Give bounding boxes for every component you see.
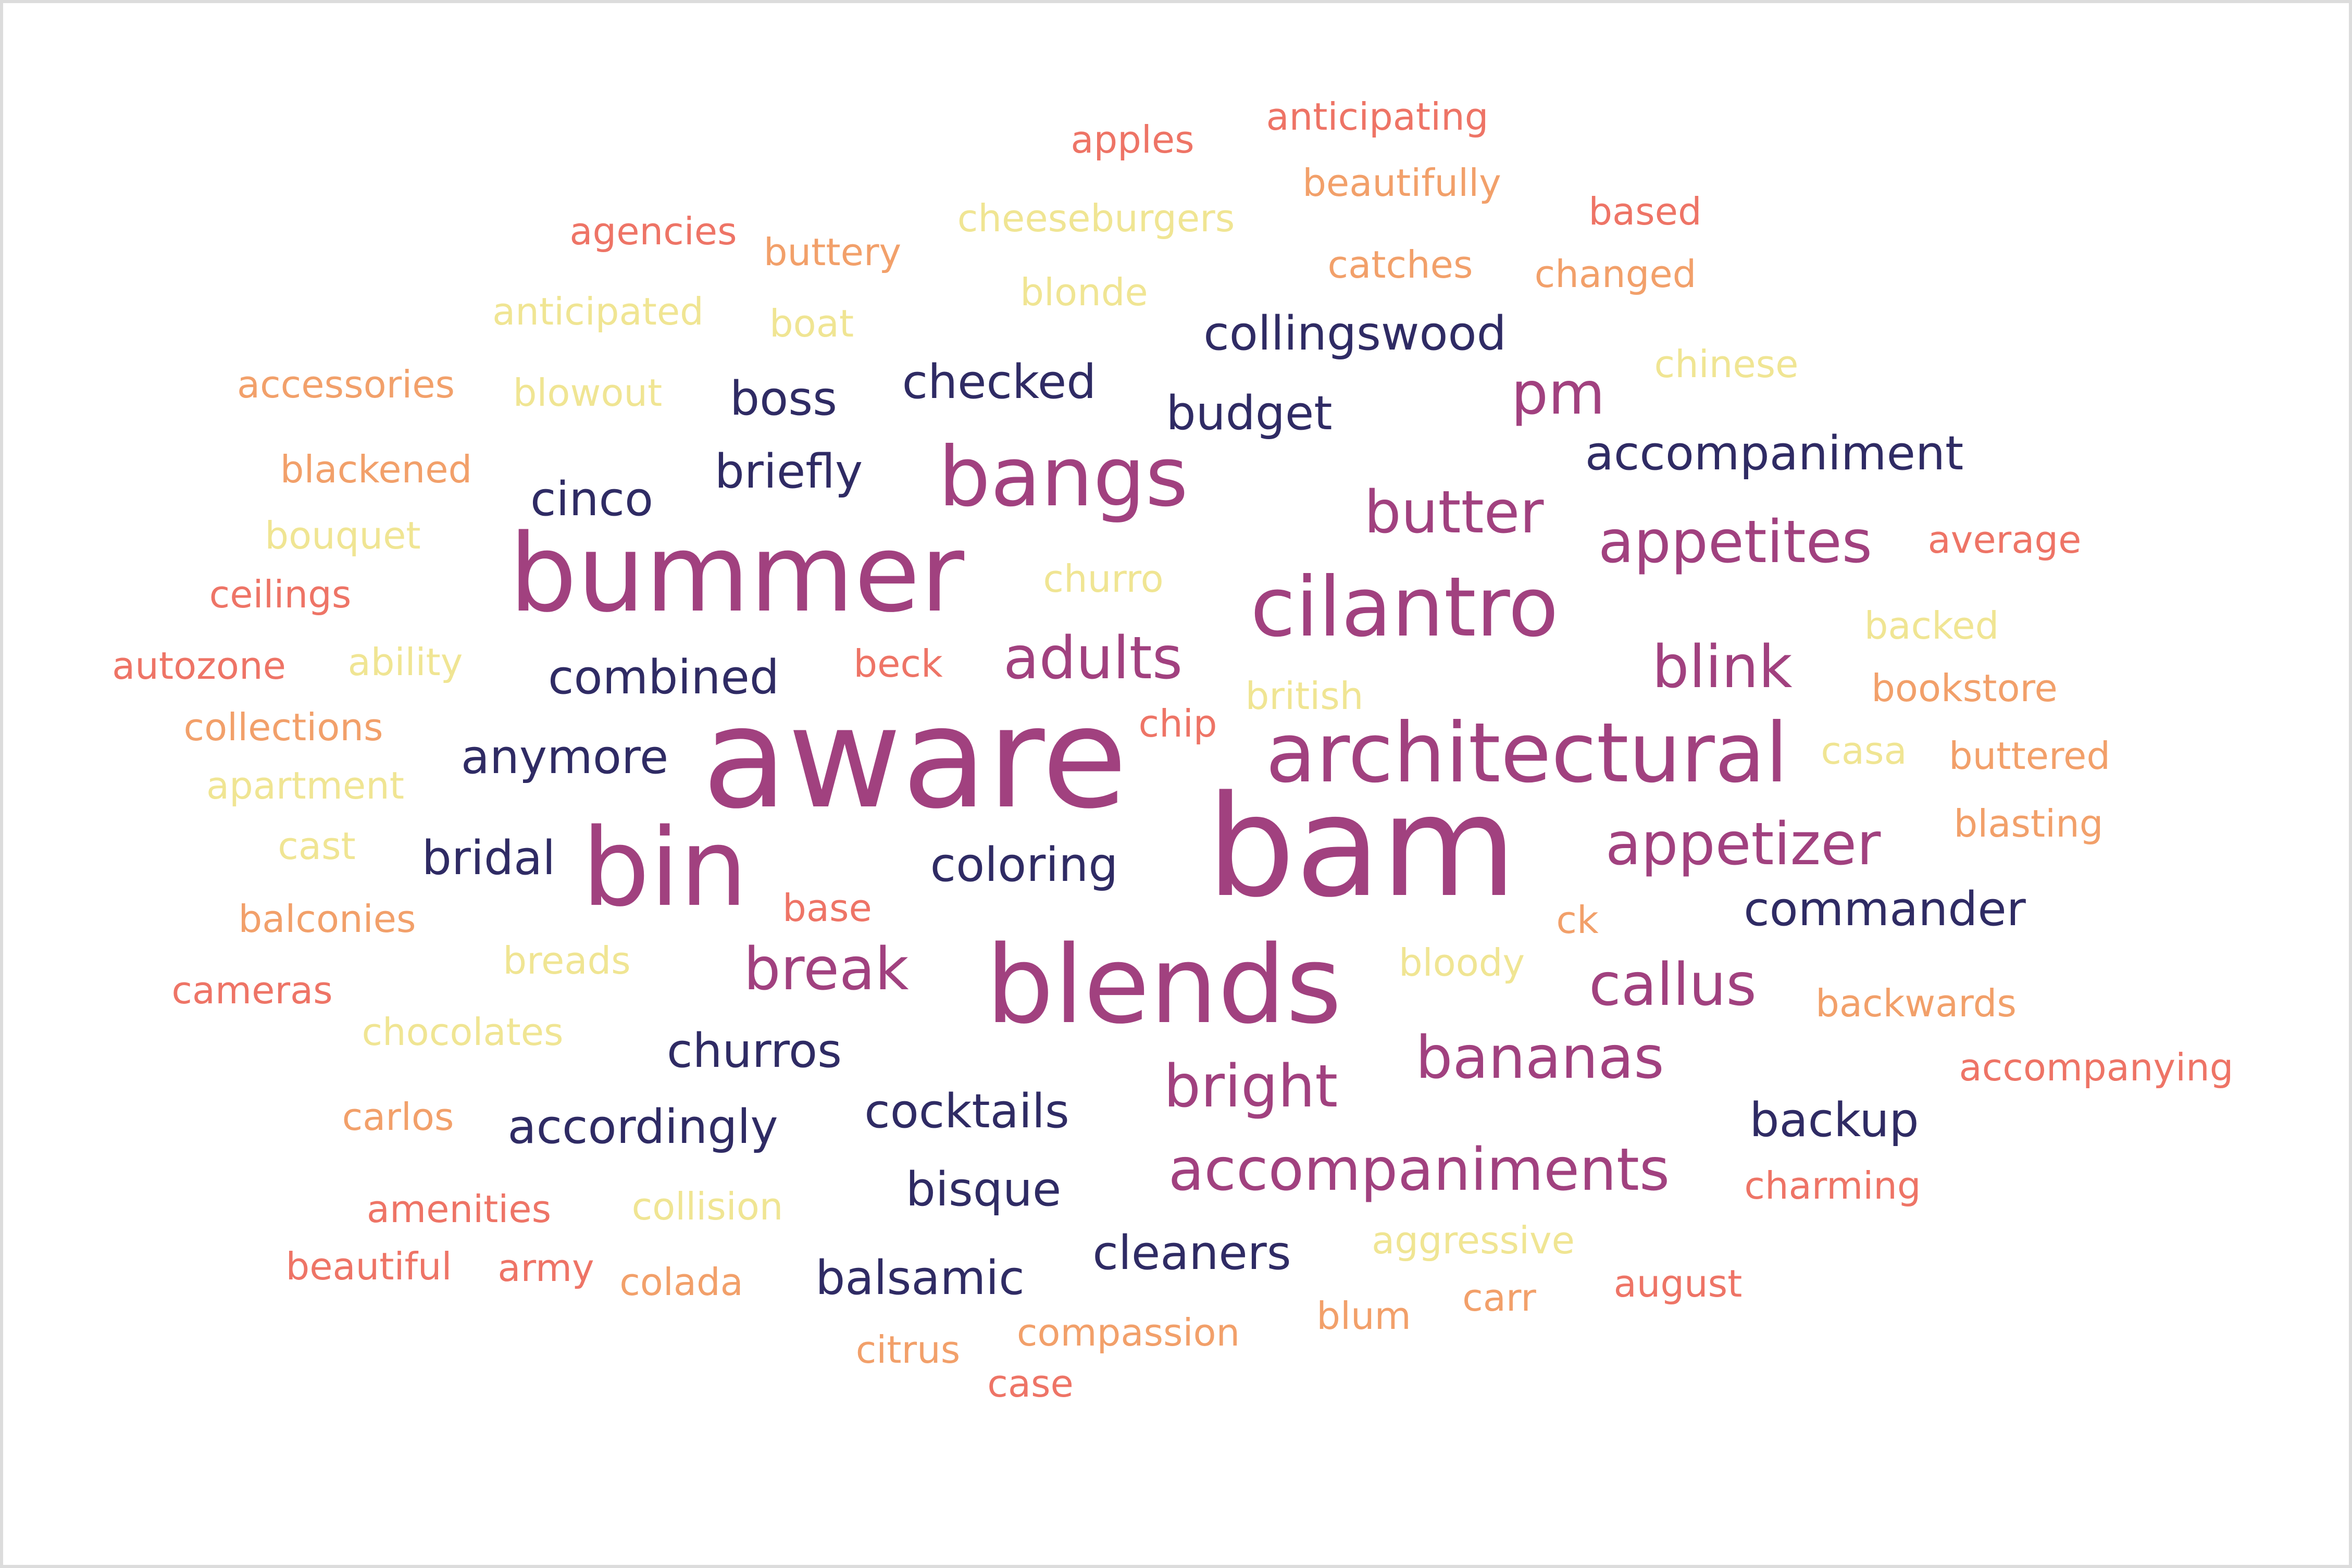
word-bright: bright (1163, 1053, 1338, 1121)
word-bin: bin (581, 805, 748, 930)
word-accordingly: accordingly (507, 1100, 778, 1154)
word-cast: cast (278, 824, 356, 868)
word-cilantro: cilantro (1250, 559, 1559, 655)
word-aware: aware (702, 677, 1128, 840)
word-blends: blends (986, 923, 1342, 1048)
word-backup: backup (1749, 1093, 1919, 1148)
word-briefly: briefly (714, 444, 863, 499)
word-accompanying: accompanying (1959, 1046, 2234, 1089)
word-cocktails: cocktails (864, 1084, 1069, 1139)
word-bridal: bridal (421, 831, 556, 886)
word-bangs: bangs (938, 429, 1188, 525)
word-balconies: balconies (238, 897, 416, 941)
word-appetizer: appetizer (1605, 811, 1881, 878)
word-anticipating: anticipating (1266, 95, 1489, 139)
word-changed: changed (1534, 252, 1697, 296)
word-commander: commander (1744, 882, 2026, 937)
word-blackened: blackened (280, 447, 472, 491)
word-chocolates: chocolates (362, 1010, 564, 1054)
word-citrus: citrus (855, 1328, 961, 1372)
word-august: august (1613, 1262, 1743, 1305)
word-case: case (987, 1362, 1074, 1405)
word-beck: beck (853, 642, 943, 686)
word-chinese: chinese (1654, 342, 1799, 386)
word-backwards: backwards (1815, 981, 2017, 1025)
word-blink: blink (1652, 633, 1793, 701)
word-ability: ability (347, 640, 463, 684)
word-ck: ck (1556, 898, 1599, 942)
word-balsamic: balsamic (815, 1251, 1025, 1305)
word-beautifully: beautifully (1302, 161, 1501, 205)
word-anymore: anymore (461, 730, 669, 785)
word-colada: colada (619, 1260, 743, 1304)
word-callus: callus (1589, 951, 1757, 1019)
word-combined: combined (548, 650, 779, 705)
word-bummer: bummer (508, 511, 965, 636)
word-accompaniment: accompaniment (1585, 426, 1964, 481)
word-buttered: buttered (1948, 734, 2111, 778)
word-amenities: amenities (366, 1187, 552, 1231)
word-based: based (1588, 190, 1702, 233)
word-boss: boss (730, 371, 837, 426)
word-blonde: blonde (1020, 270, 1148, 314)
word-british: british (1245, 674, 1364, 718)
word-apartment: apartment (206, 764, 405, 807)
word-collision: collision (631, 1185, 783, 1228)
word-adults: adults (1003, 625, 1183, 692)
word-beautiful: beautiful (285, 1245, 452, 1288)
word-charming: charming (1744, 1164, 1921, 1208)
word-backed: backed (1864, 604, 1999, 648)
word-base: base (782, 886, 872, 930)
word-cinco: cinco (530, 472, 654, 527)
word-bam: bam (1206, 766, 1517, 928)
word-catches: catches (1327, 243, 1473, 287)
word-chip: chip (1138, 702, 1217, 745)
word-churro: churro (1043, 557, 1164, 601)
word-appetites: appetites (1598, 508, 1872, 576)
word-coloring: coloring (930, 838, 1118, 892)
word-bananas: bananas (1415, 1024, 1664, 1092)
word-buttery: buttery (763, 230, 902, 274)
word-bisque: bisque (905, 1162, 1062, 1217)
word-bouquet: bouquet (265, 514, 421, 557)
word-cheeseburgers: cheeseburgers (957, 196, 1235, 240)
word-checked: checked (902, 355, 1097, 409)
word-cameras: cameras (171, 968, 333, 1012)
word-blum: blum (1316, 1294, 1411, 1338)
word-ceilings: ceilings (209, 573, 352, 616)
word-butter: butter (1364, 479, 1544, 546)
word-blowout: blowout (513, 371, 663, 415)
word-agencies: agencies (569, 209, 737, 253)
word-churros: churros (667, 1024, 842, 1078)
word-collections: collections (183, 705, 383, 749)
word-bookstore: bookstore (1871, 666, 2058, 710)
word-architectural: architectural (1265, 705, 1788, 801)
word-army: army (497, 1246, 594, 1290)
word-collingswood: collingswood (1203, 306, 1507, 361)
word-compassion: compassion (1016, 1311, 1240, 1354)
word-casa: casa (1821, 729, 1907, 773)
word-budget: budget (1166, 386, 1333, 441)
word-average: average (1927, 518, 2082, 562)
word-accessories: accessories (237, 363, 455, 406)
word-pm: pm (1511, 360, 1606, 428)
word-cleaners: cleaners (1092, 1226, 1291, 1280)
word-blasting: blasting (1953, 802, 2104, 845)
word-accompaniments: accompaniments (1168, 1136, 1670, 1204)
word-autozone: autozone (112, 644, 286, 688)
word-bloody: bloody (1398, 941, 1525, 985)
word-breads: breads (503, 939, 631, 982)
word-aggressive: aggressive (1372, 1218, 1575, 1262)
word-carlos: carlos (342, 1095, 454, 1139)
word-anticipated: anticipated (492, 290, 704, 333)
word-break: break (743, 936, 909, 1003)
word-carr: carr (1462, 1276, 1536, 1320)
word-boat: boat (769, 302, 854, 345)
word-apples: apples (1071, 118, 1194, 161)
